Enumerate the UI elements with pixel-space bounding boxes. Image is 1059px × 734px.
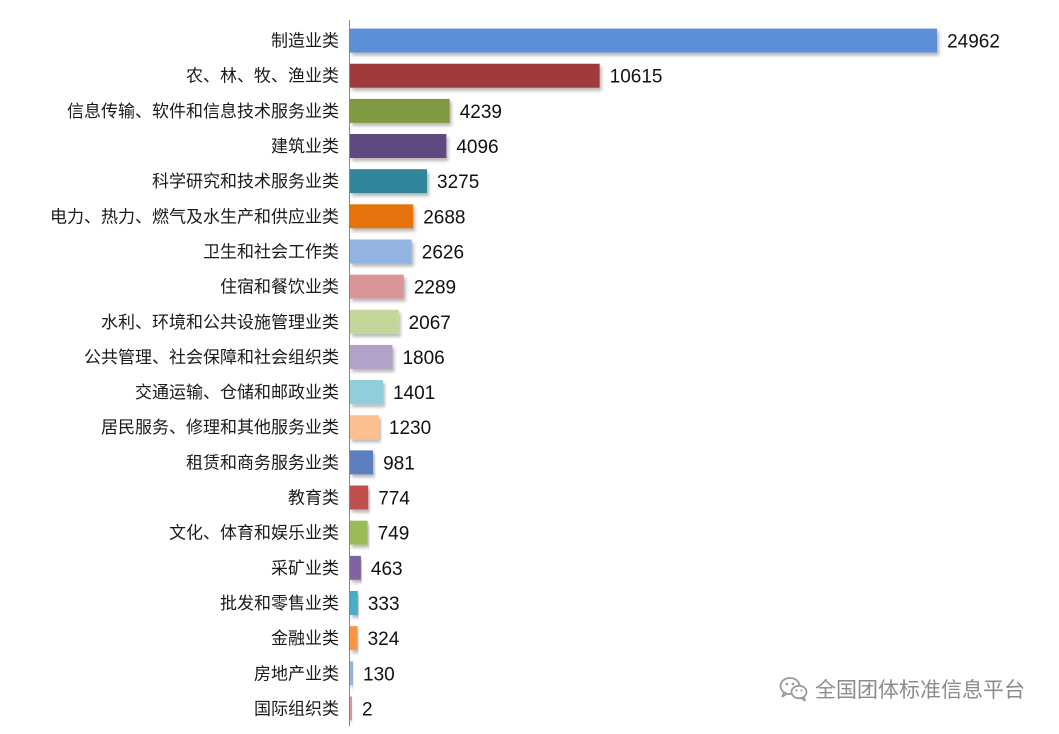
category-labels-group: 制造业类农、林、牧、渔业类信息传输、软件和信息技术服务业类建筑业类科学研究和技术… [50,32,339,720]
value-label: 1806 [402,348,444,369]
value-label: 10615 [610,67,663,88]
bar [350,696,352,721]
bar [350,204,414,229]
value-label: 2 [362,699,373,720]
category-label: 金融业类 [271,629,339,649]
bar [350,485,369,510]
value-label: 333 [368,594,400,615]
value-label: 2289 [414,278,456,299]
bar [350,415,379,440]
bar [350,626,358,651]
category-label: 建筑业类 [271,137,339,157]
value-label: 2067 [409,313,451,334]
bar [350,344,393,369]
category-label: 卫生和社会工作类 [203,242,339,262]
bar [350,590,358,615]
value-label: 2626 [422,242,464,263]
category-label: 批发和零售业类 [220,594,339,614]
value-label: 749 [378,524,410,545]
wechat-icon [779,677,808,702]
category-label: 教育类 [288,489,339,509]
value-label: 1230 [389,418,431,439]
bar [350,380,383,405]
category-label: 采矿业类 [271,559,339,579]
value-label: 1401 [393,383,435,404]
bars-group [350,28,938,721]
category-label: 住宿和餐饮业类 [220,278,339,298]
category-label: 水利、环境和公共设施管理业类 [101,313,339,333]
category-label: 房地产业类 [254,664,339,684]
bar [350,28,938,53]
value-label: 324 [368,629,400,650]
category-label: 制造业类 [271,32,339,52]
value-label: 130 [363,664,395,685]
bar [350,239,412,264]
category-label: 公共管理、社会保障和社会组织类 [84,348,339,368]
category-label: 电力、热力、燃气及水生产和供应业类 [50,207,339,227]
value-label: 981 [383,453,415,474]
bar [350,169,428,194]
value-label: 2688 [423,207,465,228]
category-label: 文化、体育和娱乐业类 [169,524,339,544]
value-label: 774 [378,489,410,510]
category-label: 国际组织类 [254,699,339,719]
watermark-text: 全国团体标准信息平台 [815,678,1025,702]
category-label: 科学研究和技术服务业类 [152,172,339,192]
bar [350,450,374,475]
value-label: 3275 [437,172,479,193]
value-label: 4239 [460,102,502,123]
bar [350,520,368,545]
category-label: 信息传输、软件和信息技术服务业类 [67,102,339,122]
value-labels-group: 24962 10615 4239 4096 3275 2688 2626 2289 2067 18… [362,32,1000,721]
bar [350,661,354,686]
bar [350,555,361,580]
category-label: 交通运输、仓储和邮政业类 [135,383,339,403]
value-label: 4096 [456,137,498,158]
value-label: 463 [371,559,403,580]
bar [350,98,450,123]
category-label: 居民服务、修理和其他服务业类 [101,418,339,438]
category-label: 租赁和商务服务业类 [186,453,339,473]
bar [350,63,600,88]
bar [350,134,447,159]
bar [350,274,404,299]
value-label: 24962 [947,32,1000,53]
bar [350,309,399,334]
watermark: 全国团体标准信息平台 [779,674,1025,704]
category-label: 农、林、牧、渔业类 [186,67,339,87]
